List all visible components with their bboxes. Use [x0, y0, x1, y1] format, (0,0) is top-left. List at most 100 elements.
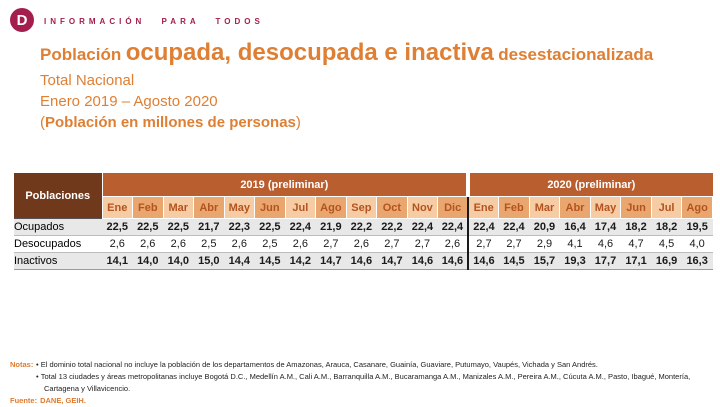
month-header: Jun	[254, 196, 286, 219]
data-cell: 22,5	[132, 218, 164, 236]
data-cell: 14,6	[437, 252, 469, 270]
data-cell: 15,0	[193, 252, 225, 270]
data-cell: 20,9	[529, 218, 560, 236]
source-value: DANE, GEIH.	[40, 396, 86, 405]
data-cell: 14,6	[467, 252, 499, 270]
data-cell: 2,5	[193, 235, 225, 253]
month-header: Oct	[376, 196, 408, 219]
data-cell: 22,4	[407, 218, 438, 236]
month-header: May	[223, 196, 256, 219]
data-cell: 4,6	[590, 235, 621, 253]
month-header: Jul	[650, 196, 683, 219]
population-table: Poblaciones 2019 (preliminar) 2020 (prelim…	[14, 173, 713, 270]
data-cell: 14,4	[224, 252, 255, 270]
data-cell: 2,6	[285, 235, 316, 253]
year-group-header: 2020 (preliminar)	[466, 173, 713, 197]
data-cell: 18,2	[620, 218, 652, 236]
data-cell: 22,2	[376, 218, 408, 236]
data-cell: 14,7	[376, 252, 408, 270]
month-header: Feb	[498, 196, 530, 219]
row-label: Ocupados	[14, 218, 102, 236]
source-label: Fuente:	[10, 396, 38, 405]
subtitle-units: (Población en millones de personas)	[40, 112, 720, 133]
data-cell: 2,6	[163, 235, 194, 253]
notes-list: El dominio total nacional no incluye la …	[36, 359, 716, 395]
month-header: Abr	[193, 196, 225, 219]
data-cell: 2,7	[498, 235, 530, 253]
data-cell: 4,5	[651, 235, 682, 253]
units-text: Población en millones de personas	[45, 114, 296, 131]
data-cell: 2,9	[529, 235, 560, 253]
page-title: Población ocupada, desocupada e inactiva…	[40, 39, 720, 70]
row-label: Desocupados	[14, 235, 102, 253]
table-corner-header: Poblaciones	[14, 173, 102, 219]
note-item: El dominio total nacional no incluye la …	[36, 359, 716, 371]
data-cell: 22,2	[346, 218, 377, 236]
units-paren-close: )	[295, 114, 301, 131]
data-cell: 21,7	[193, 218, 225, 236]
data-cell: 4,1	[559, 235, 591, 253]
title-block: Población ocupada, desocupada e inactiva…	[40, 39, 720, 133]
data-cell: 2,7	[467, 235, 499, 253]
data-cell: 4,0	[681, 235, 713, 253]
month-header: Ago	[681, 196, 713, 219]
note-item: Total 13 ciudades y áreas metropolitanas…	[36, 371, 716, 395]
data-cell: 16,9	[651, 252, 682, 270]
data-cell: 14,6	[346, 252, 377, 270]
title-emphasis: ocupada, desocupada e inactiva	[125, 39, 494, 66]
data-cell: 15,7	[529, 252, 560, 270]
dane-logo-icon: D	[10, 8, 34, 32]
data-cell: 21,9	[315, 218, 347, 236]
data-cell: 17,1	[620, 252, 652, 270]
month-header: Ene	[467, 196, 500, 219]
data-cell: 18,2	[651, 218, 682, 236]
data-cell: 17,7	[590, 252, 621, 270]
month-header: Abr	[559, 196, 591, 219]
data-cell: 22,4	[437, 218, 469, 236]
data-cell: 22,5	[102, 218, 133, 236]
units-paren-open: (	[40, 114, 45, 131]
data-cell: 14,5	[498, 252, 530, 270]
subtitle-period: Enero 2019 – Agosto 2020	[40, 93, 218, 110]
brand-header: D INFORMACIÓN PARA TODOS	[0, 0, 720, 32]
data-cell: 19,5	[681, 218, 713, 236]
data-cell: 22,4	[498, 218, 530, 236]
month-header: Mar	[528, 196, 561, 219]
data-cell: 2,6	[132, 235, 164, 253]
month-header: Feb	[132, 196, 164, 219]
month-header: Ago	[315, 196, 347, 219]
source-line: Fuente: DANE, GEIH.	[10, 395, 716, 407]
data-cell: 22,4	[285, 218, 316, 236]
data-cell: 22,3	[224, 218, 255, 236]
month-header: Mar	[162, 196, 195, 219]
row-label: Inactivos	[14, 252, 102, 270]
year-group-header: 2019 (preliminar)	[101, 173, 469, 197]
data-cell: 2,7	[315, 235, 347, 253]
data-cell: 2,6	[224, 235, 255, 253]
month-header: May	[589, 196, 622, 219]
notes-label: Notas:	[10, 360, 34, 369]
data-cell: 17,4	[590, 218, 621, 236]
month-header: Jun	[620, 196, 652, 219]
brand-tagline: INFORMACIÓN PARA TODOS	[44, 17, 264, 26]
subtitle-scope: Total Nacional	[40, 72, 135, 89]
data-cell: 16,4	[559, 218, 591, 236]
data-cell: 2,6	[346, 235, 377, 253]
data-cell: 22,5	[163, 218, 194, 236]
data-cell: 16,3	[681, 252, 713, 270]
data-cell: 14,0	[132, 252, 164, 270]
title-prefix: Población	[40, 45, 122, 64]
data-cell: 2,5	[254, 235, 286, 253]
month-header: Nov	[406, 196, 439, 219]
month-header: Sep	[345, 196, 378, 219]
month-header: Jul	[284, 196, 317, 219]
month-header: Ene	[101, 196, 134, 219]
footnotes: Notas: El dominio total nacional no incl…	[10, 359, 716, 407]
data-cell: 14,5	[254, 252, 286, 270]
title-suffix: desestacionalizada	[498, 45, 654, 64]
data-cell: 2,7	[407, 235, 438, 253]
data-cell: 2,6	[102, 235, 133, 253]
data-cell: 22,5	[254, 218, 286, 236]
data-cell: 4,7	[620, 235, 652, 253]
data-cell: 19,3	[559, 252, 591, 270]
